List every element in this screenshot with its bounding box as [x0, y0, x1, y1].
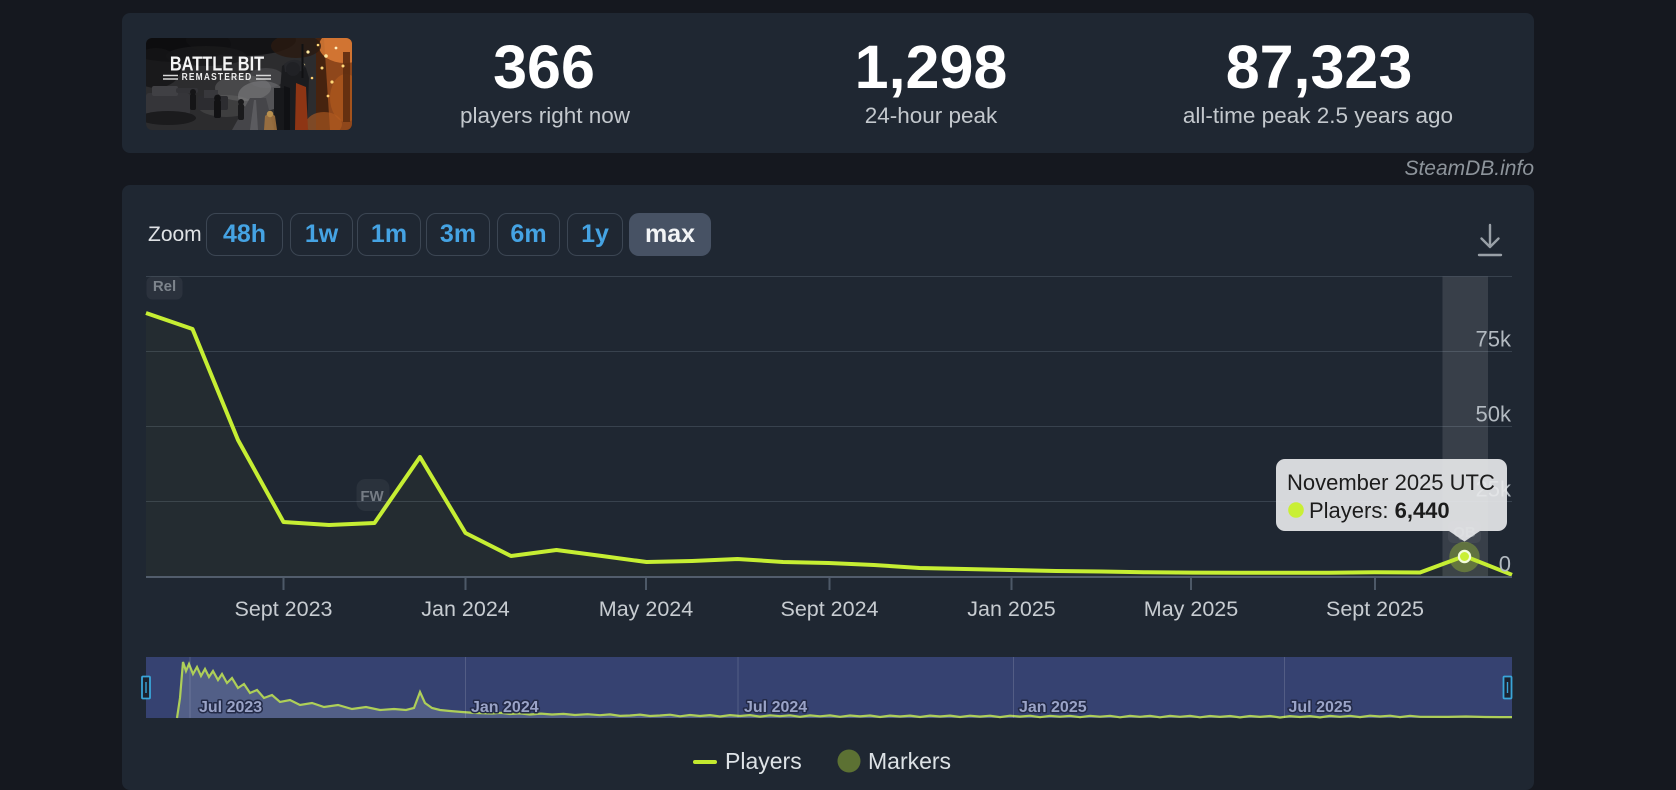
svg-text:Jul 2024: Jul 2024 — [744, 699, 807, 716]
svg-text:May 2024: May 2024 — [599, 597, 693, 621]
svg-text:FW: FW — [360, 488, 384, 505]
svg-text:75k: 75k — [1476, 327, 1512, 352]
svg-text:Jan 2025: Jan 2025 — [1019, 699, 1087, 716]
svg-text:Sept 2024: Sept 2024 — [780, 597, 878, 621]
svg-text:Sept 2023: Sept 2023 — [234, 597, 332, 621]
svg-text:Jan 2024: Jan 2024 — [471, 699, 539, 716]
svg-text:Rel: Rel — [153, 278, 176, 295]
svg-text:November 2025 UTC: November 2025 UTC — [1287, 470, 1495, 495]
svg-text:Players: 6,440: Players: 6,440 — [1309, 498, 1450, 523]
svg-text:Players: Players — [725, 748, 802, 774]
svg-text:50k: 50k — [1476, 402, 1512, 427]
svg-text:REMASTERED: REMASTERED — [182, 71, 253, 83]
svg-text:Jul 2023: Jul 2023 — [199, 699, 262, 716]
svg-text:BATTLE BIT: BATTLE BIT — [170, 52, 264, 75]
svg-text:Markers: Markers — [868, 748, 951, 774]
svg-text:Jan 2024: Jan 2024 — [421, 597, 510, 621]
svg-text:0: 0 — [1499, 552, 1511, 577]
svg-text:Jan 2025: Jan 2025 — [967, 597, 1056, 621]
svg-text:May 2025: May 2025 — [1144, 597, 1238, 621]
svg-text:Jul 2025: Jul 2025 — [1289, 699, 1352, 716]
svg-text:Sept 2025: Sept 2025 — [1326, 597, 1424, 621]
